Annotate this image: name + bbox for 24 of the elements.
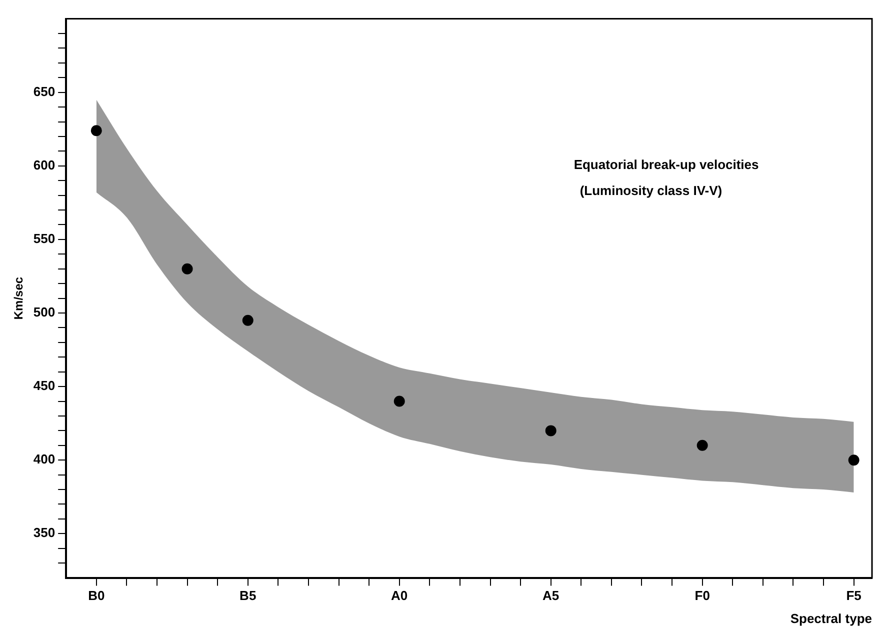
point xyxy=(182,263,193,274)
y-tick-label: 500 xyxy=(33,304,56,320)
y-tick-label: 400 xyxy=(33,452,56,467)
x-tick-label: A0 xyxy=(391,588,408,604)
point xyxy=(696,440,708,451)
x-axis-title: Spectral type xyxy=(790,610,872,626)
x-tick-label: F5 xyxy=(846,588,862,604)
y-tick-label: 550 xyxy=(33,231,56,246)
y-axis-title: Km/sec xyxy=(12,276,26,320)
x-tick-label: B5 xyxy=(240,588,256,604)
annotation: Equatorial break-up velocities xyxy=(574,156,759,172)
annotation: (Luminosity class IV-V) xyxy=(580,182,722,198)
point xyxy=(545,425,556,436)
y-tick-label: 650 xyxy=(33,84,56,99)
y-tick-label: 350 xyxy=(33,525,56,540)
point xyxy=(848,454,860,466)
y-tick-label: 450 xyxy=(33,378,56,394)
y-tick-label: 600 xyxy=(33,157,56,172)
x-tick-label: B0 xyxy=(88,588,105,604)
point xyxy=(90,125,102,136)
point xyxy=(242,314,254,326)
point xyxy=(394,396,405,407)
x-tick-label: F0 xyxy=(694,588,710,604)
x-tick-label: A5 xyxy=(542,588,560,604)
